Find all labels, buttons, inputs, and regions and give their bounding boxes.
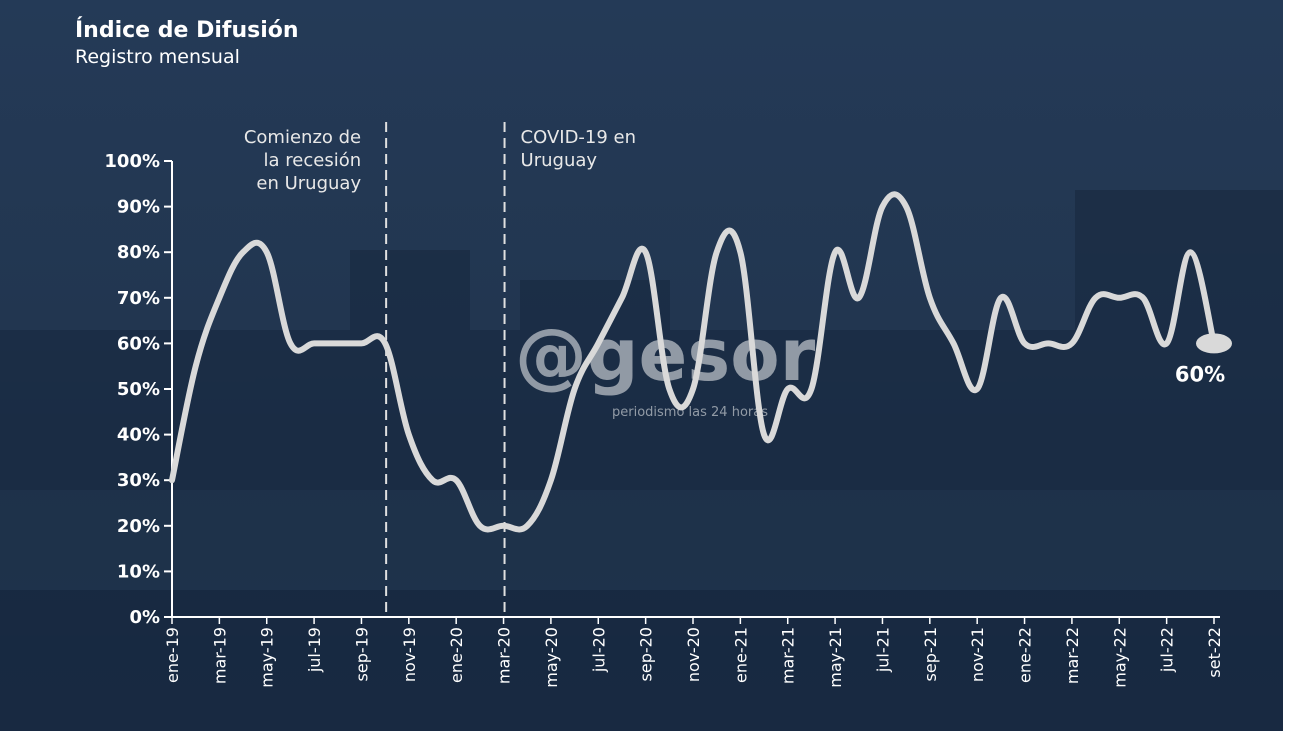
y-tick-label: 30% [117,470,160,491]
x-tick-label: may-22 [1110,627,1129,688]
x-tick-label: jul-20 [589,627,608,673]
annotation-text: en Uruguay [256,173,361,194]
annotation-text: la recesión [264,150,362,171]
y-tick-label: 70% [117,288,160,309]
y-tick-label: 50% [117,379,160,400]
x-tick-label: set-22 [1205,627,1224,678]
y-tick-label: 20% [117,516,160,537]
x-tick-label: may-20 [542,627,561,688]
x-tick-label: sep-19 [352,627,371,681]
chart-subtitle: Registro mensual [75,46,240,68]
x-tick-label: jul-22 [1158,627,1177,673]
x-tick-label: nov-20 [684,627,703,682]
y-tick-label: 10% [117,561,160,582]
x-tick-label: jul-19 [305,627,324,673]
x-tick-label: may-21 [826,627,845,688]
x-tick-label: ene-20 [447,627,466,683]
x-tick-label: nov-21 [968,627,987,682]
x-tick-label: mar-21 [779,627,798,684]
series-line [169,191,1217,533]
watermark-tagline: periodismo las 24 horas [612,405,768,420]
annotation-text: Uruguay [521,150,598,171]
y-tick-label: 40% [117,425,160,446]
skyline-background [0,190,1283,731]
annotation-text: Comienzo de [244,127,361,148]
x-tick-label: mar-22 [1063,627,1082,684]
x-tick-label: nov-19 [400,627,419,682]
annotation-text: COVID-19 en [521,127,637,148]
last-point-marker [1196,333,1232,354]
y-tick-label: 80% [117,242,160,263]
x-tick-label: mar-19 [210,627,229,684]
x-tick-label: ene-21 [731,627,750,683]
x-tick-label: mar-20 [495,627,514,684]
x-tick-label: may-19 [258,627,277,688]
y-tick-label: 100% [104,151,160,172]
chart-title: Índice de Difusión [75,18,299,43]
x-tick-label: jul-21 [873,627,892,673]
y-tick-label: 60% [117,333,160,354]
y-tick-label: 0% [129,607,160,628]
last-value-label: 60% [1175,362,1225,386]
x-tick-label: sep-20 [637,627,656,681]
x-tick-label: sep-21 [921,627,940,681]
x-tick-label: ene-19 [163,627,182,683]
x-tick-label: ene-22 [1016,627,1035,683]
y-tick-label: 90% [117,197,160,218]
